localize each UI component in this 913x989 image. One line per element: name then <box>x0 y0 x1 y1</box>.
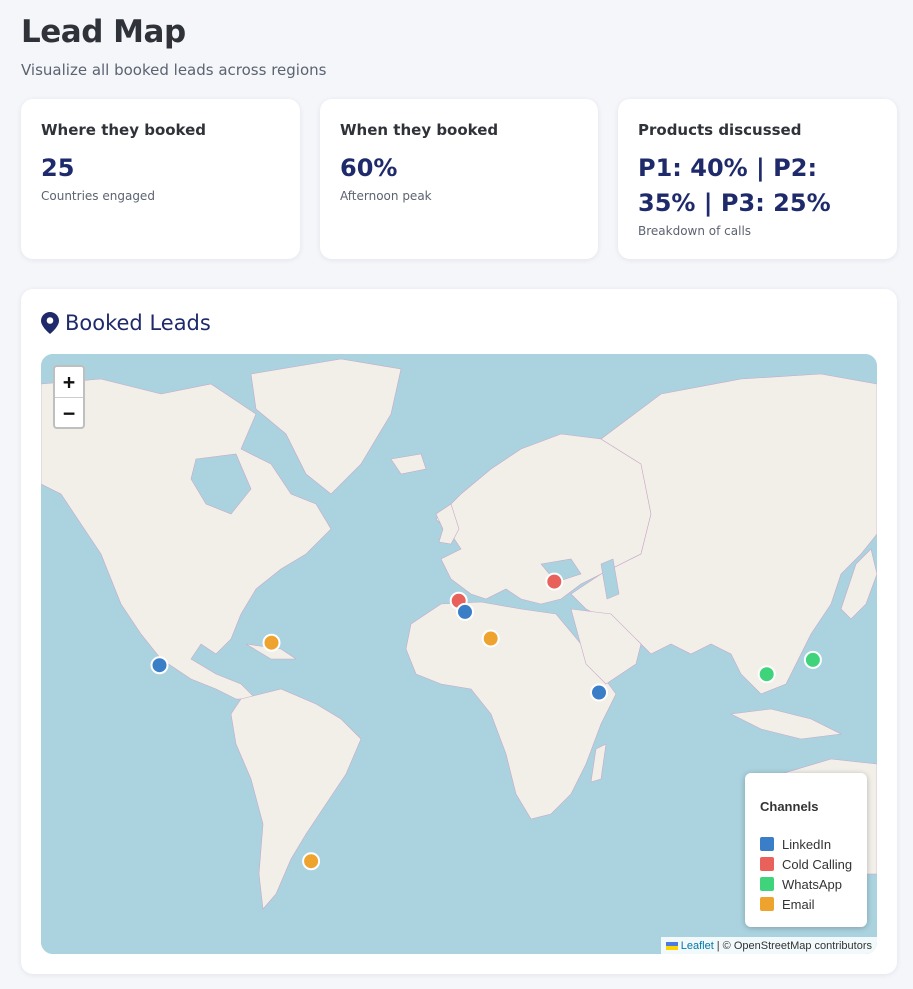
attribution-text: © OpenStreetMap contributors <box>722 939 872 952</box>
stat-desc: Countries engaged <box>41 189 155 203</box>
stat-value: P1: 40% | P2: 35% | P3: 25% <box>638 154 831 217</box>
stat-value: 25 <box>41 154 75 182</box>
hudson-bay <box>190 453 252 515</box>
map-tiles[interactable] <box>41 354 877 954</box>
stat-card-when: When they booked 60% Afternoon peak <box>320 99 598 259</box>
legend-item-whatsapp: WhatsApp <box>760 874 867 894</box>
lead-marker-linkedin[interactable] <box>150 656 169 675</box>
legend-item-cold-calling: Cold Calling <box>760 854 867 874</box>
legend-item-email: Email <box>760 894 867 914</box>
map-attribution: Leaflet | © OpenStreetMap contributors <box>660 937 877 954</box>
leaflet-link[interactable]: Leaflet <box>680 939 714 952</box>
page-title: Lead Map <box>21 14 186 50</box>
lead-marker-linkedin[interactable] <box>590 683 608 702</box>
land-asia <box>570 373 877 695</box>
legend-label: WhatsApp <box>782 876 842 892</box>
legend-swatch <box>760 837 774 851</box>
lead-marker-whatsapp[interactable] <box>757 665 776 684</box>
zoom-in-button[interactable]: + <box>62 370 76 394</box>
land-north-america <box>41 378 332 700</box>
stat-title: Products discussed <box>638 121 802 139</box>
legend-label: Cold Calling <box>782 856 853 872</box>
legend-swatch <box>760 857 774 871</box>
land-uk <box>435 503 460 545</box>
map-card-title: Booked Leads <box>41 311 211 335</box>
attribution-separator: | <box>716 939 720 952</box>
stat-title: Where they booked <box>41 121 207 139</box>
land-arabia <box>570 608 642 685</box>
page-subtitle: Visualize all booked leads across region… <box>21 61 327 79</box>
land-japan <box>840 548 877 620</box>
land-iceland <box>390 453 427 475</box>
lead-marker-linkedin[interactable] <box>456 602 474 621</box>
lead-marker-cold-calling[interactable] <box>545 572 564 591</box>
stat-desc: Breakdown of calls <box>638 224 752 238</box>
channels-legend: Channels LinkedIn Cold Calling WhatsApp … <box>745 773 867 927</box>
stat-title: When they booked <box>340 121 499 139</box>
land-europe <box>435 433 652 605</box>
map-card: Booked Leads <box>21 289 897 974</box>
lead-marker-email[interactable] <box>262 633 281 652</box>
legend-item-linkedin: LinkedIn <box>760 834 867 854</box>
legend-swatch <box>760 877 774 891</box>
lead-marker-email[interactable] <box>302 852 321 871</box>
world-map[interactable]: + − Channels LinkedIn Cold Calling Whats… <box>41 354 877 954</box>
ukraine-flag-icon <box>665 941 678 950</box>
land-south-america <box>230 688 362 910</box>
lead-marker-whatsapp[interactable] <box>803 650 822 669</box>
stat-card-products: Products discussed P1: 40% | P2: 35% | P… <box>618 99 897 259</box>
land-madagascar <box>590 743 607 783</box>
land-greenland <box>250 358 402 495</box>
stat-value: 60% <box>340 154 398 182</box>
map-pin-icon <box>41 312 59 334</box>
land-indonesia <box>729 708 843 740</box>
zoom-out-button[interactable]: − <box>55 397 83 427</box>
stat-card-where: Where they booked 25 Countries engaged <box>21 99 300 259</box>
legend-swatch <box>760 897 774 911</box>
legend-label: Email <box>782 896 815 912</box>
zoom-control: + − <box>53 365 85 429</box>
legend-label: LinkedIn <box>782 836 832 852</box>
lead-marker-email[interactable] <box>481 629 500 648</box>
stat-desc: Afternoon peak <box>340 189 432 203</box>
land-africa <box>405 601 617 820</box>
caspian-sea <box>600 558 620 600</box>
legend-title: Channels <box>760 799 819 814</box>
map-card-title-text: Booked Leads <box>65 311 211 335</box>
